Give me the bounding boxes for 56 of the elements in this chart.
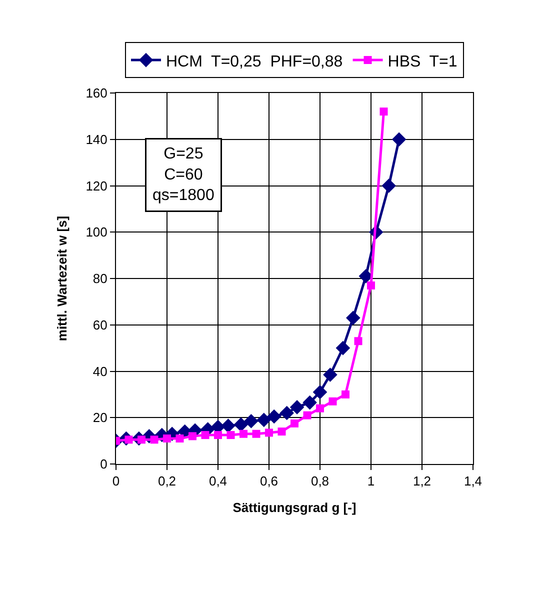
point [244, 414, 258, 428]
point [252, 430, 260, 438]
x-axis-title: Sättigungsgrad g [-] [232, 500, 356, 516]
x-tick-label: 0 [112, 474, 120, 489]
point [302, 395, 317, 410]
point [316, 404, 324, 412]
legend-label: HBS T=1 [388, 53, 458, 70]
point [367, 281, 375, 290]
point [150, 436, 158, 444]
point [380, 108, 388, 116]
x-tick-label: 0,8 [310, 474, 330, 489]
point [358, 269, 374, 284]
y-tick-label: 0 [100, 456, 108, 472]
y-tick-label: 60 [92, 317, 108, 332]
point [328, 397, 337, 406]
point [280, 406, 294, 420]
point [382, 178, 396, 193]
point [221, 418, 236, 433]
x-tick-label: 1,4 [464, 474, 482, 489]
y-axis-title: mittl. Wartezeit w [s] [54, 216, 70, 342]
point [392, 132, 406, 147]
point [214, 431, 222, 440]
point [265, 428, 273, 437]
point [290, 400, 304, 414]
annotation: G=25 C=60 qs=1800 [152, 146, 214, 204]
point [163, 434, 171, 442]
y-tick-label: 100 [86, 224, 108, 240]
point [354, 337, 362, 346]
y-tick-label: 160 [86, 86, 108, 101]
y-tick-label: 80 [92, 271, 108, 286]
point [226, 431, 235, 440]
x-tick-label: 0,4 [208, 474, 228, 489]
point [201, 431, 210, 440]
y-tick-label: 140 [86, 132, 108, 147]
y-tick-label: 40 [92, 364, 108, 379]
point [336, 340, 350, 356]
x-tick-label: 0,6 [260, 474, 278, 489]
point [234, 417, 248, 432]
point [188, 432, 196, 440]
point [346, 310, 360, 326]
point [240, 430, 248, 438]
point [342, 390, 350, 398]
x-tick-label: 1 [367, 474, 375, 489]
point [266, 409, 282, 424]
y-tick-label: 20 [92, 410, 108, 426]
point [176, 434, 184, 442]
point [278, 428, 286, 436]
point [303, 411, 312, 420]
y-tick-label: 120 [86, 178, 108, 194]
legend-label: HCM T=0,25 PHF=0,88 [166, 53, 343, 70]
point [256, 412, 272, 428]
point [290, 419, 298, 428]
x-tick-label: 0,2 [158, 474, 176, 489]
x-tick-label: 1,2 [412, 474, 432, 489]
point [323, 368, 338, 382]
point [312, 384, 328, 400]
